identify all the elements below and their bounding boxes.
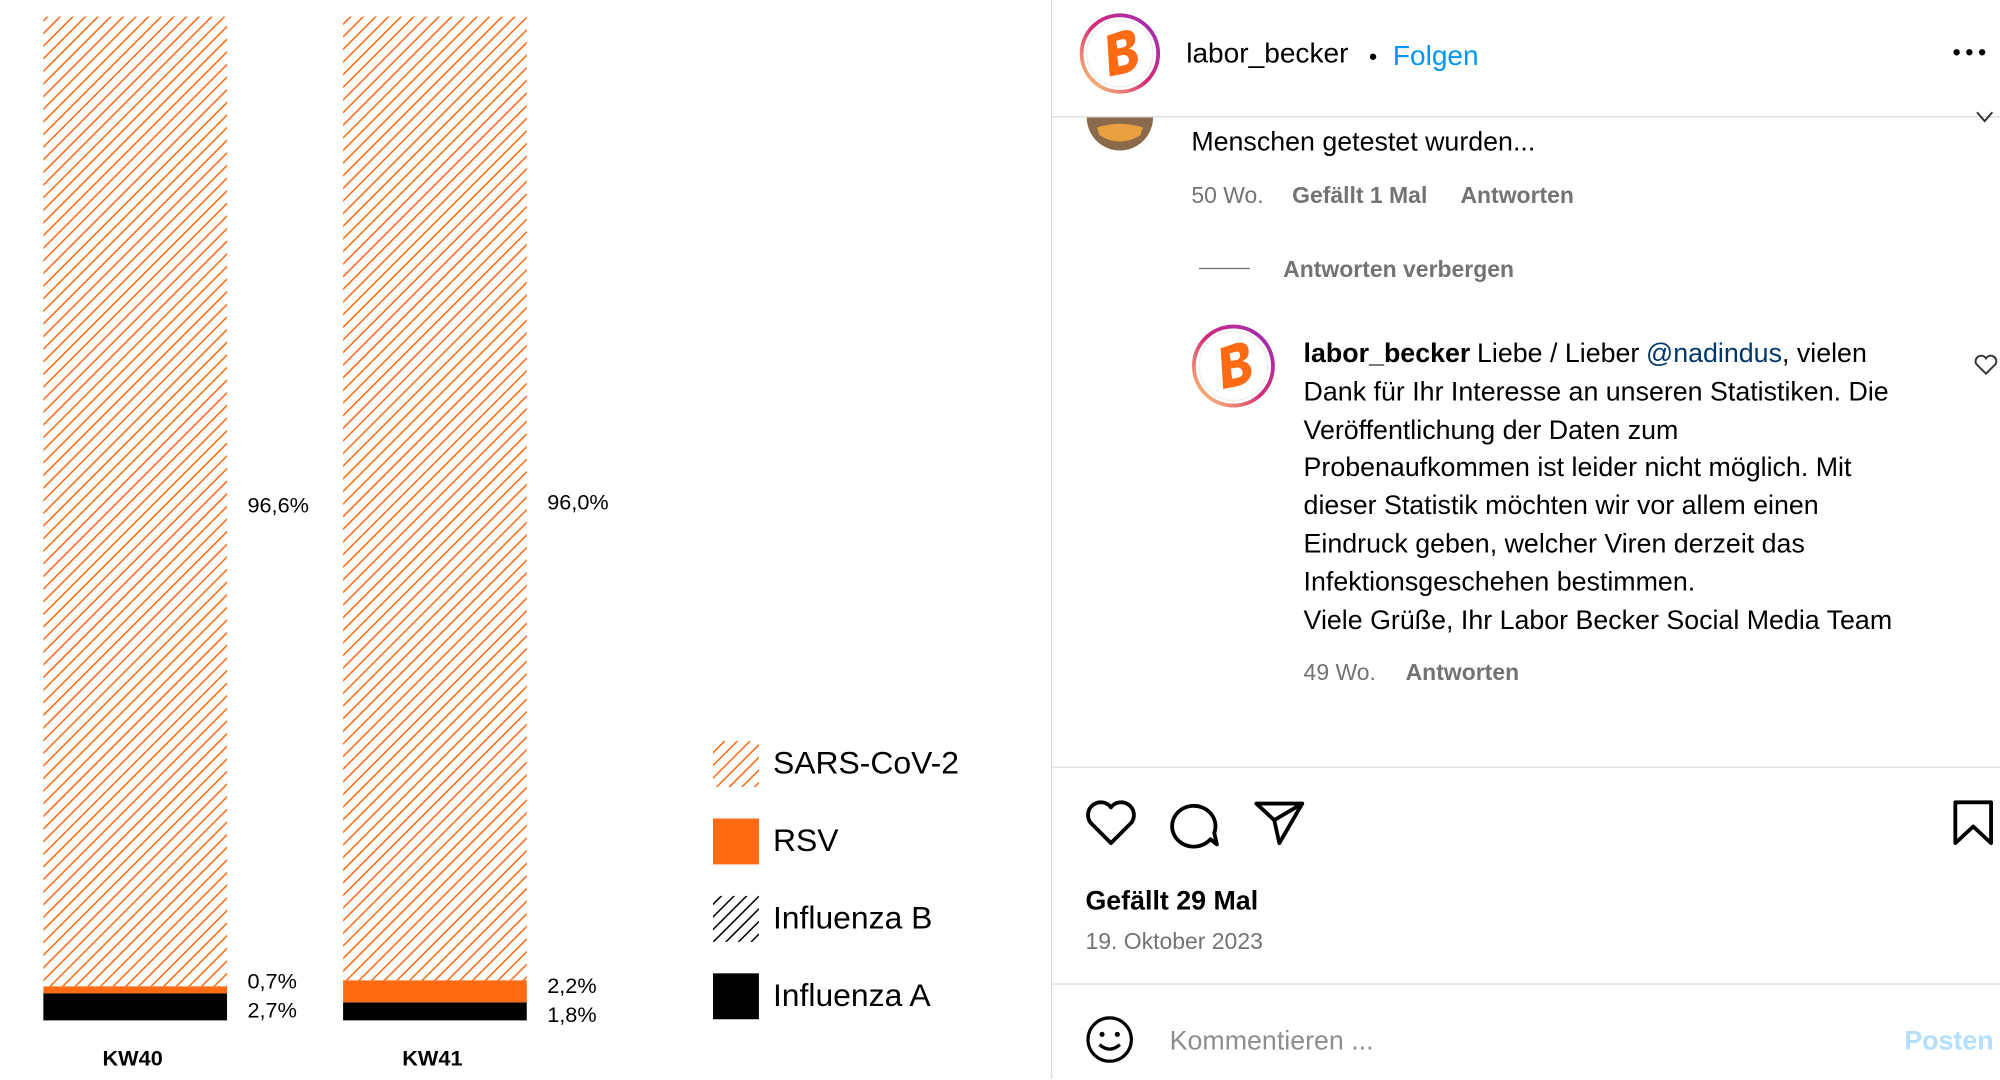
profile-avatar[interactable] bbox=[1079, 13, 1161, 95]
legend-label: Influenza B bbox=[773, 900, 932, 936]
bar-segment bbox=[43, 993, 228, 1021]
header-border bbox=[1052, 116, 2000, 118]
reply-intro: Liebe / Lieber bbox=[1477, 339, 1640, 369]
reply-time: 49 Wo. bbox=[1303, 659, 1376, 685]
reply-text: Probenaufkommen ist leider nicht möglich… bbox=[1303, 453, 1852, 483]
comment-likes[interactable]: Gefällt 1 Mal bbox=[1292, 182, 1428, 208]
post-button[interactable]: Posten bbox=[1904, 1026, 1994, 1057]
reply-text: Viele Grüße, Ihr Labor Becker Social Med… bbox=[1303, 605, 1893, 635]
like-icon[interactable] bbox=[1974, 110, 1994, 125]
value-label: 96,6% bbox=[247, 492, 308, 517]
logo bbox=[1220, 342, 1252, 390]
value-label: 2,2% bbox=[547, 973, 596, 998]
x-tick-label: KW40 bbox=[103, 1046, 163, 1071]
legend-label: SARS-CoV-2 bbox=[773, 745, 959, 781]
reply-first-line: labor_becker Liebe / Lieber @nadindus, vie… bbox=[1304, 339, 1867, 370]
hide-replies[interactable]: Antworten verbergen bbox=[1283, 256, 1515, 282]
logo bbox=[1107, 30, 1138, 77]
bar-segment bbox=[43, 986, 228, 994]
comment-time: 50 Wo. bbox=[1191, 182, 1264, 208]
save-button[interactable] bbox=[1952, 798, 1995, 846]
reply-text: Veröffentlichung der Daten zum bbox=[1303, 415, 1679, 445]
comment-text: Menschen getestet wurden... bbox=[1191, 127, 1536, 157]
separator bbox=[1369, 53, 1377, 60]
value-label: 2,7% bbox=[247, 998, 296, 1023]
emoji-button[interactable] bbox=[1084, 1014, 1135, 1065]
reply-text: Infektionsgeschehen bestimmen. bbox=[1303, 567, 1696, 597]
likes-count[interactable]: Gefällt 29 Mal bbox=[1085, 886, 1259, 916]
value-label: 0,7% bbox=[247, 968, 296, 993]
legend-swatch bbox=[713, 741, 759, 787]
chart: 2,7% 0,7% 96,6% KW40 1,8% 2,2% 96,0% KW41 SARS-C… bbox=[43, 16, 959, 1071]
reply-button[interactable]: Antworten bbox=[1405, 659, 1520, 685]
reply-text: dieser Statistik möchten wir vor allem e… bbox=[1303, 491, 1819, 521]
comment-button[interactable] bbox=[1168, 798, 1222, 849]
legend-label: RSV bbox=[773, 822, 839, 858]
mention[interactable]: @nadindus bbox=[1646, 339, 1782, 369]
bar-segment bbox=[343, 980, 527, 1003]
thread-line bbox=[1198, 267, 1250, 270]
reply-button[interactable]: Antworten bbox=[1460, 182, 1574, 208]
reply-username[interactable]: labor_becker bbox=[1303, 339, 1471, 369]
like-icon[interactable] bbox=[1973, 353, 1999, 376]
legend-swatch bbox=[713, 895, 759, 942]
reply-text: Eindruck geben, welcher Viren derzeit da… bbox=[1303, 529, 1805, 559]
x-tick-label: KW41 bbox=[402, 1046, 462, 1071]
commenter-avatar[interactable] bbox=[1084, 117, 1155, 153]
reply-text: Dank für Ihr Interesse an unseren Statis… bbox=[1303, 377, 1889, 407]
value-label: 96,0% bbox=[547, 489, 608, 514]
post-date: 19. Oktober 2023 bbox=[1085, 928, 1263, 955]
reply-avatar[interactable] bbox=[1191, 324, 1275, 408]
legend-label: Influenza A bbox=[773, 977, 931, 1013]
legend-swatch bbox=[713, 973, 759, 1020]
bar-segment bbox=[343, 16, 527, 981]
follow-button[interactable]: Folgen bbox=[1392, 39, 1479, 72]
bar-segment bbox=[43, 16, 228, 987]
legend-swatch bbox=[713, 818, 759, 865]
divider bbox=[1051, 0, 1053, 1080]
share-button[interactable] bbox=[1253, 798, 1307, 846]
value-label: 1,8% bbox=[547, 1002, 596, 1027]
username[interactable]: labor_becker bbox=[1186, 36, 1349, 69]
bar-segment bbox=[343, 1002, 527, 1021]
comment-input[interactable]: Kommentieren ... bbox=[1169, 1026, 1374, 1057]
more-menu[interactable] bbox=[1952, 46, 1990, 59]
section-border bbox=[1052, 766, 2000, 768]
reply-text: , vielen bbox=[1781, 339, 1867, 369]
like-button[interactable] bbox=[1084, 798, 1138, 846]
footer-border bbox=[1052, 983, 2000, 985]
